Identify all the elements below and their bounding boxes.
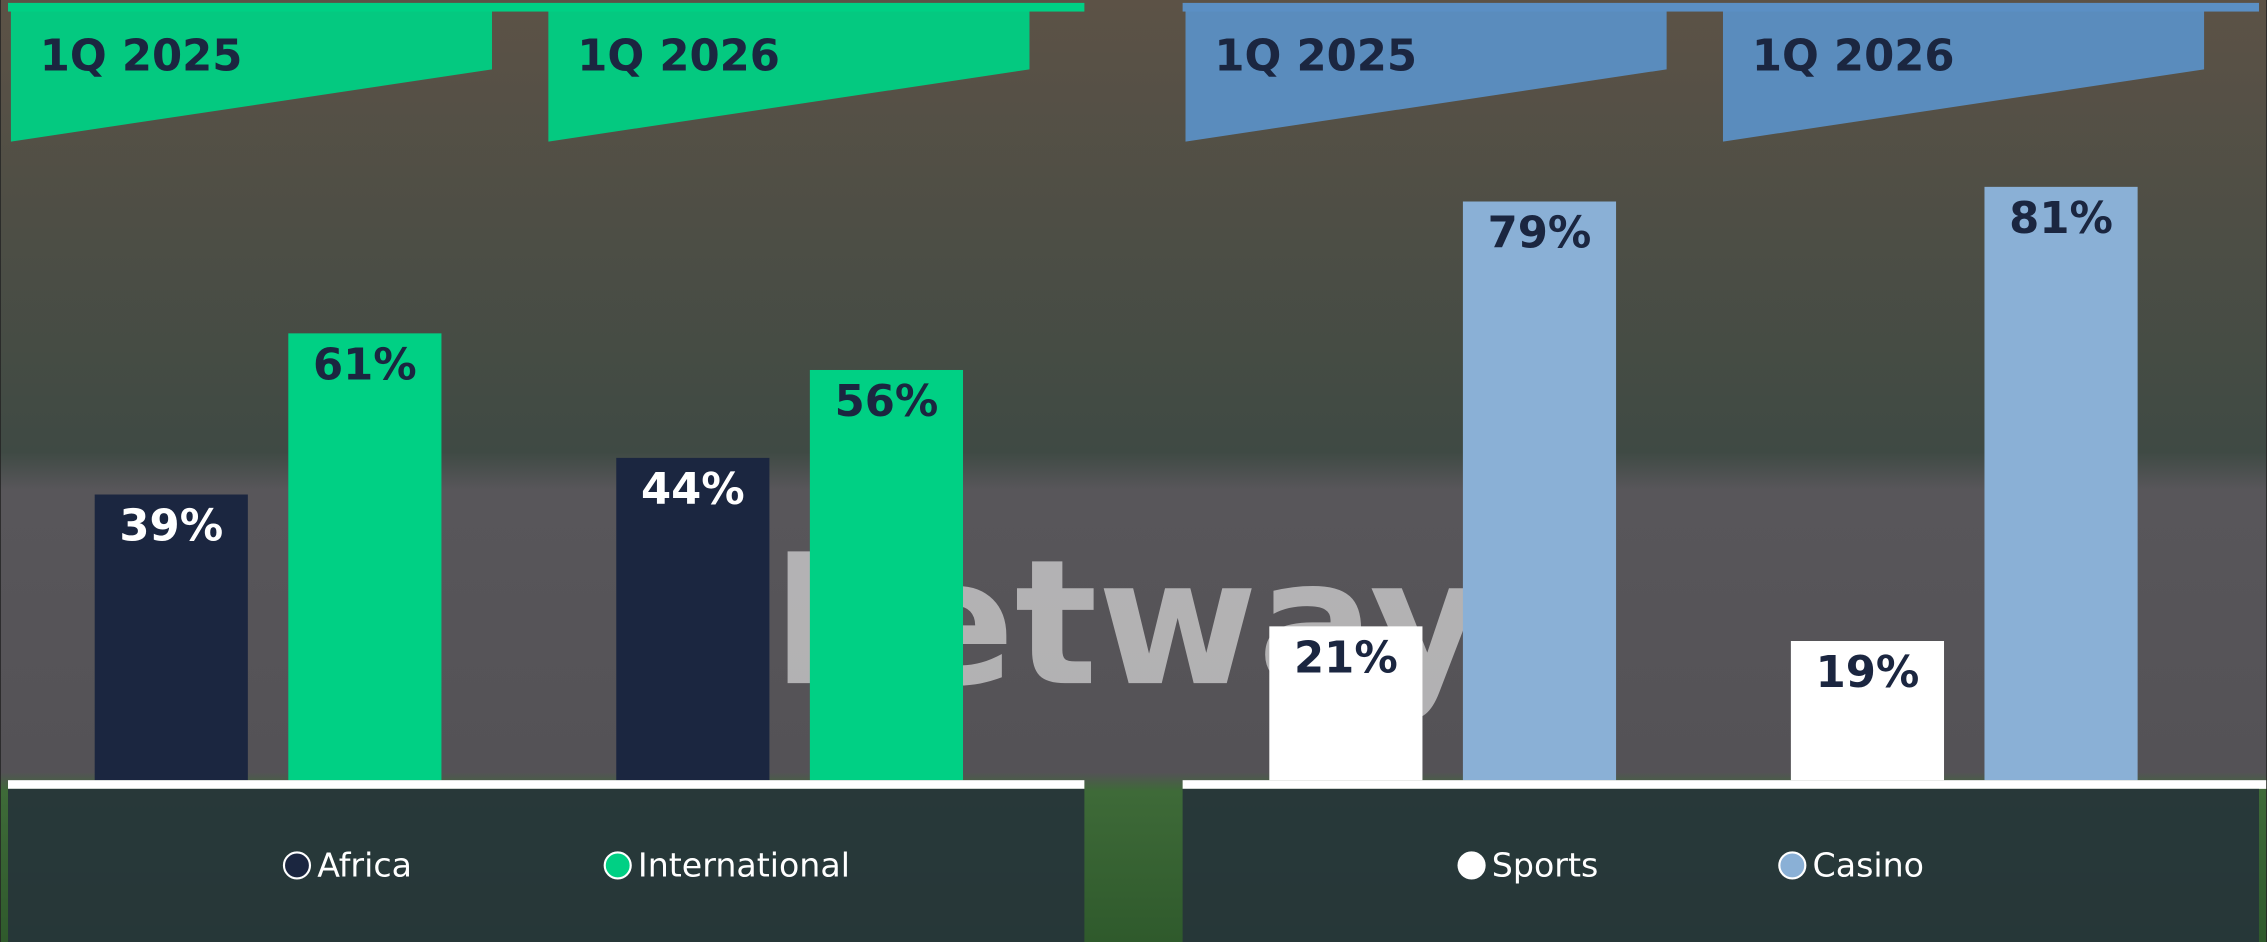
category-tab bbox=[1722, 11, 2205, 142]
category-tab bbox=[10, 11, 493, 142]
value-label: 56% bbox=[835, 377, 939, 427]
category-label: 1Q 2026 bbox=[1752, 32, 1955, 82]
legend-marker bbox=[1778, 851, 1807, 880]
bar bbox=[288, 333, 442, 781]
bar bbox=[1462, 201, 1617, 781]
legend-label: International bbox=[638, 845, 850, 884]
legend-panel bbox=[8, 788, 1085, 942]
bar bbox=[1984, 186, 2138, 781]
category-tab bbox=[1185, 11, 1667, 142]
bar bbox=[1269, 626, 1423, 781]
legend-label: Casino bbox=[1813, 845, 1924, 884]
bar bbox=[1790, 641, 1945, 781]
value-label: 19% bbox=[1816, 648, 1920, 698]
value-label: 44% bbox=[641, 465, 745, 515]
value-label: 79% bbox=[1488, 209, 1592, 259]
category-label: 1Q 2026 bbox=[577, 32, 780, 82]
legend-marker bbox=[603, 851, 632, 880]
value-label: 81% bbox=[2009, 194, 2113, 244]
legend-panel bbox=[1182, 788, 2259, 942]
legend-divider bbox=[8, 780, 1085, 789]
value-label: 39% bbox=[119, 502, 223, 552]
category-label: 1Q 2025 bbox=[1214, 32, 1417, 82]
value-label: 21% bbox=[1294, 634, 1398, 684]
legend-divider bbox=[1182, 780, 2267, 789]
legend-marker bbox=[282, 851, 312, 880]
bar bbox=[616, 457, 770, 781]
bar bbox=[809, 369, 964, 781]
category-tab bbox=[548, 11, 1030, 142]
legend-label: Africa bbox=[317, 845, 412, 884]
legend-marker bbox=[1457, 851, 1486, 880]
bar bbox=[94, 494, 248, 781]
legend-label: Sports bbox=[1492, 845, 1599, 884]
category-label: 1Q 2025 bbox=[40, 32, 243, 82]
value-label: 61% bbox=[313, 341, 417, 391]
accent-line bbox=[8, 2, 1085, 12]
accent-line bbox=[1182, 2, 2259, 12]
